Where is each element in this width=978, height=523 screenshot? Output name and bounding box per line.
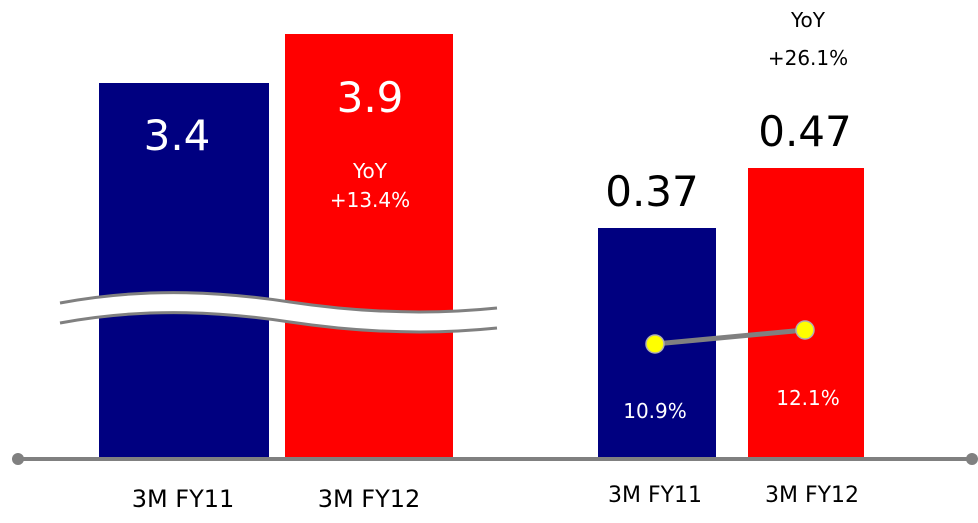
x-axis-start-dot — [12, 453, 24, 465]
margin-line — [654, 327, 806, 347]
left-value-label-fy12: 3.9 — [337, 73, 404, 122]
right-value-label-fy11: 0.37 — [605, 167, 699, 216]
margin-marker-fy11 — [645, 334, 665, 354]
right-value-label-fy12: 0.47 — [758, 107, 852, 156]
left-bar-fy12 — [285, 34, 453, 459]
x-axis-end-dot — [966, 453, 978, 465]
axis-break — [59, 291, 498, 334]
margin-label-fy12: 12.1% — [776, 386, 840, 410]
right-tick-label-fy11: 3M FY11 — [608, 483, 702, 508]
right-tick-label-fy12: 3M FY12 — [765, 483, 859, 508]
right-yoy-label: YoY — [790, 8, 826, 32]
margin-label-fy11: 10.9% — [623, 399, 687, 423]
left-tick-label-fy12: 3M FY12 — [318, 485, 421, 513]
left-bar-fy11 — [99, 83, 269, 459]
right-bar-fy12 — [748, 168, 864, 459]
left-value-label-fy11: 3.4 — [144, 111, 211, 160]
left-yoy-label: YoY — [352, 159, 388, 183]
left-tick-label-fy11: 3M FY11 — [132, 485, 235, 513]
margin-marker-fy12 — [795, 320, 815, 340]
right-yoy-value: +26.1% — [768, 46, 848, 70]
left-yoy-value: +13.4% — [330, 188, 410, 212]
